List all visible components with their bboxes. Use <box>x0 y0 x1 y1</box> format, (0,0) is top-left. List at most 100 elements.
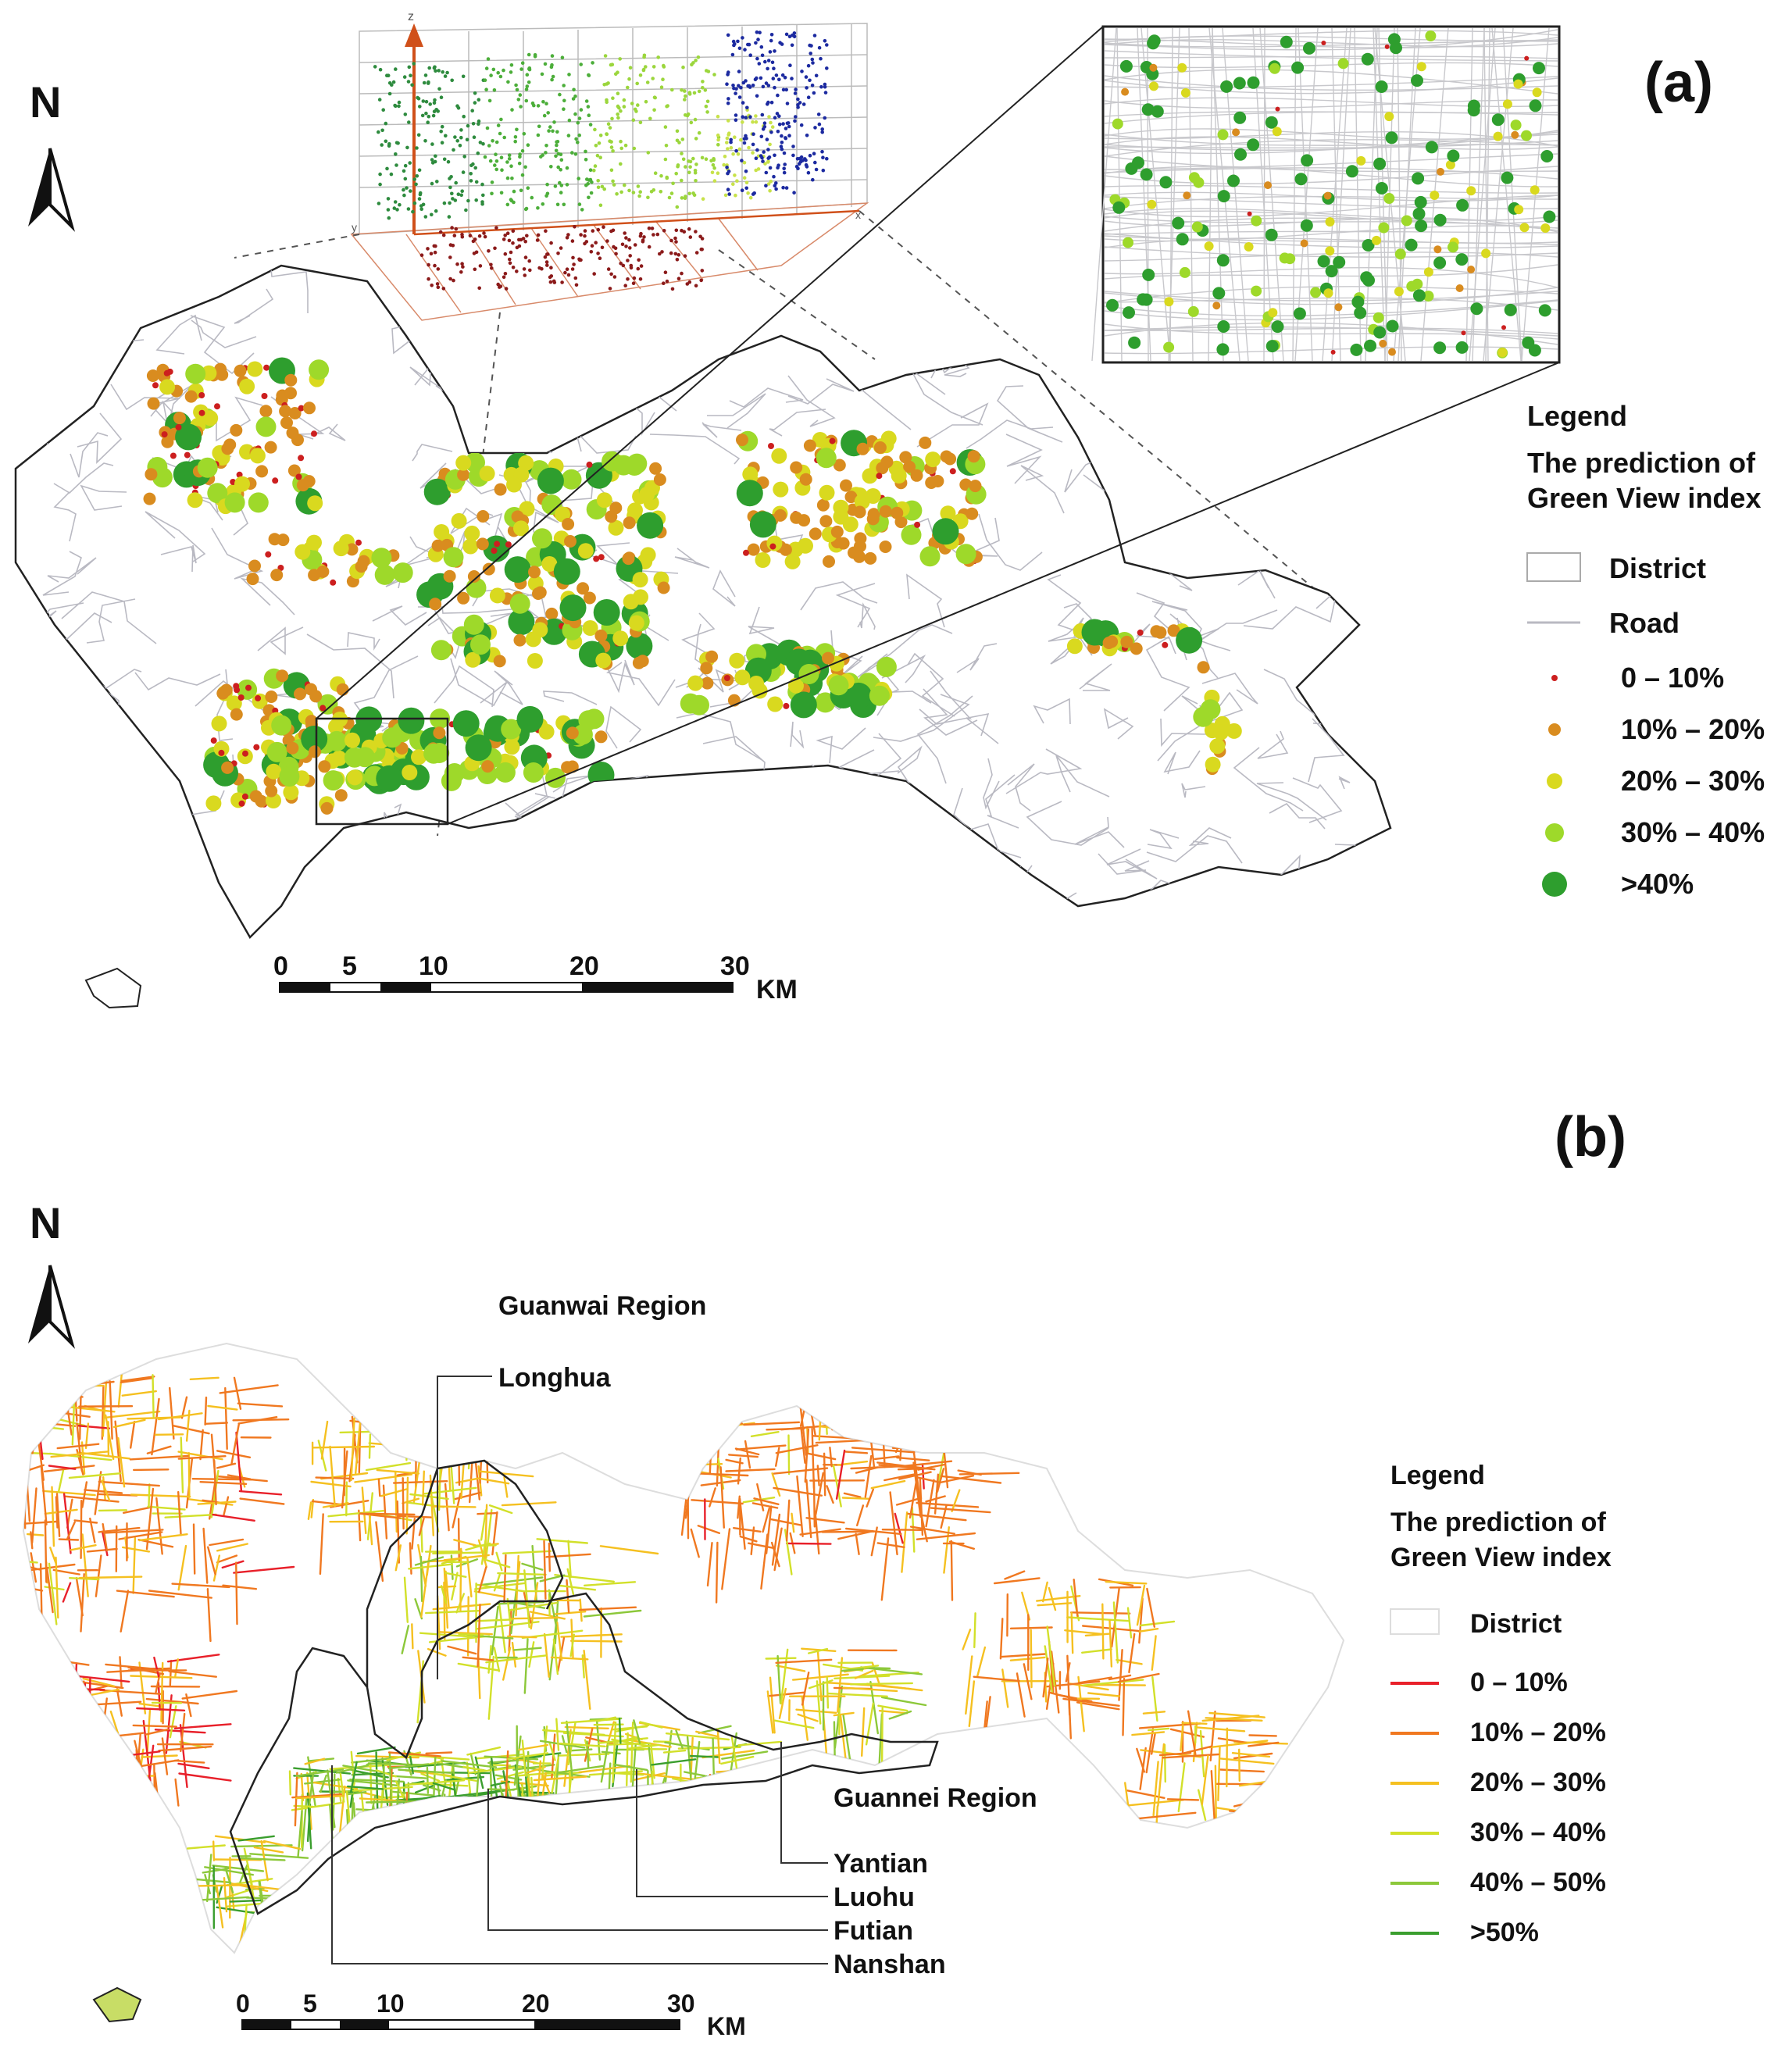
road-segment <box>1137 1627 1159 1633</box>
gvi-point <box>586 461 593 468</box>
road-segment <box>444 1572 467 1579</box>
road-segment <box>770 1541 780 1568</box>
gvi-point <box>767 696 784 712</box>
road-segment <box>146 1708 152 1756</box>
road-segment <box>444 1570 450 1609</box>
scatter-point <box>611 149 615 153</box>
road-segment <box>849 1665 880 1670</box>
scatter-point <box>419 253 424 258</box>
road-segment <box>684 1771 706 1777</box>
scatter-point <box>405 145 409 150</box>
scatter-point <box>515 269 519 273</box>
gvi-point <box>457 591 470 605</box>
scatter-point <box>742 160 747 165</box>
road-segment <box>821 1530 875 1533</box>
scatter-point <box>584 149 587 154</box>
road-segment <box>354 1473 413 1483</box>
scatter-point <box>737 70 741 73</box>
inset-point <box>1448 241 1458 253</box>
scatter-point <box>790 43 794 48</box>
road-segment <box>691 1499 744 1505</box>
scatter-point <box>667 195 672 200</box>
road-segment <box>515 1554 519 1617</box>
scatter-point <box>587 73 591 77</box>
gvi-point <box>245 684 252 691</box>
scatter-point <box>573 152 578 156</box>
road-segment <box>559 1753 610 1757</box>
scatter-point <box>810 84 815 87</box>
road-segment <box>308 1771 315 1807</box>
scatter-point <box>587 195 591 200</box>
road-segment <box>797 1713 819 1722</box>
scatter-point <box>435 180 439 184</box>
road-segment <box>502 1550 552 1554</box>
road-segment <box>690 1384 695 1430</box>
scatter-point <box>619 262 623 266</box>
road-segment <box>835 1413 862 1421</box>
inset-point <box>1423 267 1433 277</box>
road-segment <box>391 1802 399 1865</box>
district-nanshan-label: Nanshan <box>834 1950 946 1979</box>
road-segment <box>686 1736 693 1790</box>
road-segment <box>70 1778 79 1797</box>
scatter-point <box>624 244 628 248</box>
road-segment <box>1073 1578 1079 1618</box>
gvi-point <box>173 412 186 425</box>
gvi-point <box>287 464 301 477</box>
scatter-point <box>595 153 600 158</box>
road-segment <box>725 1468 776 1472</box>
gvi-point <box>649 462 662 475</box>
scatter-point <box>452 278 455 283</box>
road-segment <box>78 1683 87 1732</box>
scatter-point <box>398 202 402 207</box>
road-segment <box>405 1754 470 1761</box>
road-segment <box>526 1765 546 1774</box>
scatter-point <box>770 60 775 65</box>
gvi-point <box>145 468 158 481</box>
district-luohu-label: Luohu <box>834 1882 915 1912</box>
road-segment <box>73 1774 81 1798</box>
scatter-point <box>544 151 548 155</box>
scatter-point <box>496 282 500 287</box>
road-segment <box>34 1369 95 1376</box>
scatter-point <box>696 55 701 59</box>
scatter-point <box>416 95 419 100</box>
scatter-point <box>688 235 693 239</box>
panel-label-a: (a) <box>1644 52 1713 114</box>
scatter-point <box>644 99 648 104</box>
road-segment <box>553 1765 605 1775</box>
scatter-point <box>523 165 527 170</box>
road-segment <box>709 1487 716 1508</box>
scatter-point <box>464 208 468 212</box>
scatter-point <box>744 186 748 191</box>
road-segment <box>177 1454 227 1460</box>
scatter-point <box>598 155 602 159</box>
scatter-point <box>485 126 490 130</box>
gvi-point <box>876 656 897 677</box>
scatter-point <box>701 80 705 84</box>
road-segment <box>859 1388 864 1431</box>
road-segment <box>901 1460 953 1468</box>
road-segment <box>877 1704 908 1712</box>
gvi-point <box>323 770 344 791</box>
scatter-point <box>594 144 598 148</box>
scatter-point <box>633 243 637 247</box>
inset-point <box>1375 182 1388 194</box>
road-segment <box>805 1517 845 1524</box>
scatter-point <box>548 275 552 280</box>
scatter-point <box>519 105 523 109</box>
scatter-point <box>692 91 697 95</box>
inset-point <box>1433 341 1447 355</box>
road-segment <box>330 1499 369 1508</box>
scatter-point <box>521 237 526 241</box>
scatter-point <box>768 50 773 54</box>
gvi-point <box>233 683 240 690</box>
scatter-point <box>646 195 650 200</box>
road-segment <box>469 1461 473 1504</box>
inset-point <box>1301 154 1314 167</box>
gvi-point <box>185 363 206 384</box>
inset-point <box>1455 341 1469 354</box>
gvi-point <box>504 556 531 583</box>
scatter-point <box>403 112 408 116</box>
scatter-point <box>759 76 763 80</box>
